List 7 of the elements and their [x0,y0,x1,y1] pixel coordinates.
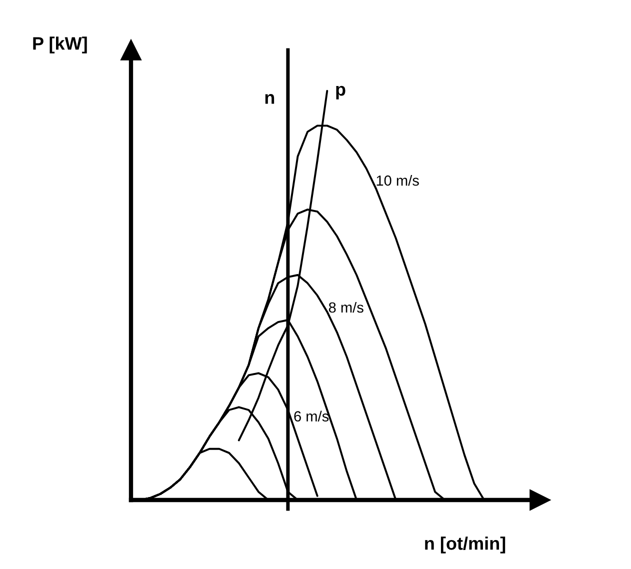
annotation: n [265,94,274,104]
series-label: 10 m/s [376,175,419,186]
series-label: p [336,86,346,100]
y-axis-title: P [kW] [33,36,87,54]
x-axis-title: n [ot/min] [425,536,506,554]
series-label: 8 m/s [328,302,364,313]
series-label: 6 m/s [294,410,329,422]
